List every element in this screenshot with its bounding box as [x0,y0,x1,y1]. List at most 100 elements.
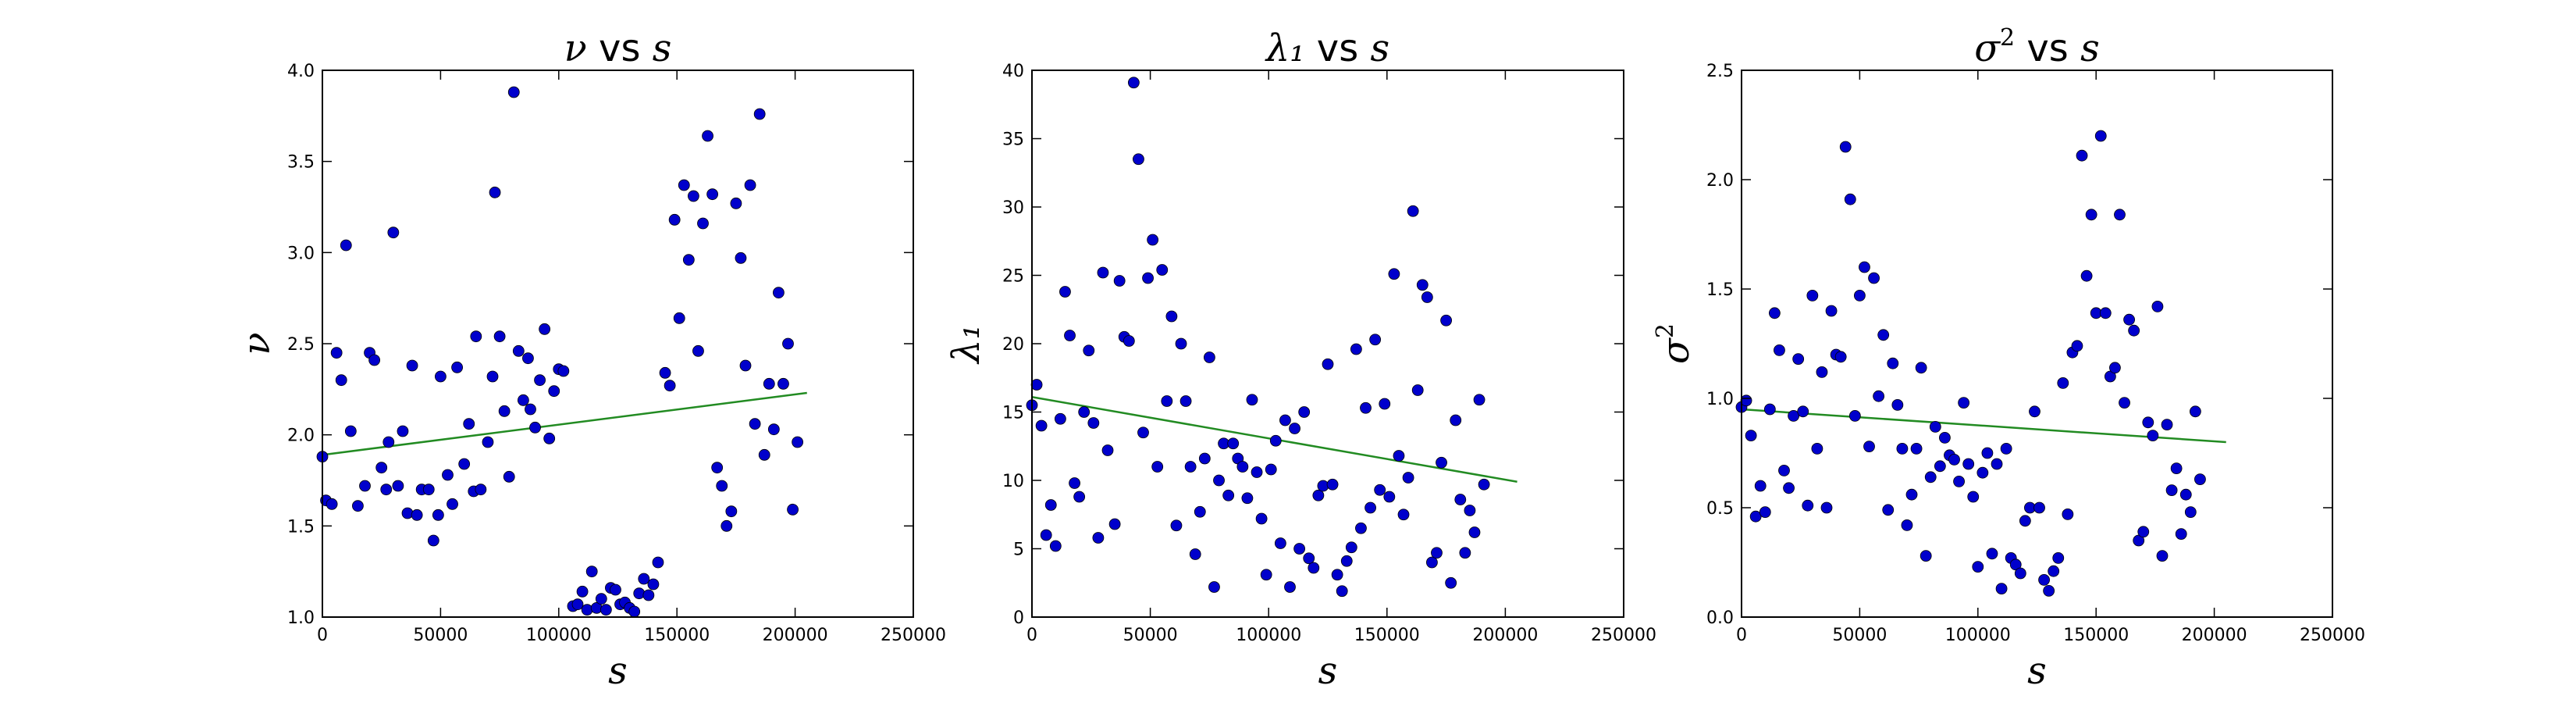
data-point-nu-38 [503,470,515,483]
data-point-nu-84 [725,505,738,518]
data-point-nu-97 [787,503,799,516]
data-point-lambda1-63 [1326,478,1339,491]
y-tick-label-nu-3: 2.5 [287,335,315,355]
data-point-lambda1-23 [1137,426,1149,439]
data-point-sigma2-86 [2142,416,2154,429]
data-point-nu-78 [697,217,709,230]
data-point-sigma2-46 [1953,476,1965,487]
data-point-sigma2-38 [1915,362,1927,374]
data-point-nu-98 [792,436,804,448]
plot-frame-lambda1 [1031,70,1624,618]
y-axis-label-nu: ν [235,332,279,355]
data-point-sigma2-9 [1778,465,1790,476]
data-point-lambda1-24 [1142,272,1154,284]
data-point-nu-73 [673,312,685,324]
data-point-nu-41 [517,394,529,406]
x-tick-label-nu-5: 250000 [881,626,946,645]
y-axis-label-lambda1: λ₁ [945,324,988,365]
data-point-lambda1-28 [1161,395,1173,407]
data-point-lambda1-9 [1069,477,1080,489]
data-point-nu-46 [539,323,551,335]
plot-frame-sigma2 [1741,70,2333,618]
data-point-nu-87 [739,359,752,372]
data-point-lambda1-78 [1397,509,1410,521]
data-point-sigma2-81 [2119,397,2130,409]
data-point-sigma2-29 [1873,390,1885,402]
x-tick-label-lambda1-2: 100000 [1236,626,1301,645]
data-point-sigma2-32 [1887,357,1899,369]
data-point-nu-42 [522,352,534,365]
data-point-nu-64 [628,605,641,618]
y-tick-label-lambda1-4: 20 [1002,335,1024,355]
data-point-sigma2-69 [2062,509,2074,520]
data-point-nu-12 [380,484,393,496]
data-point-lambda1-45 [1241,492,1254,505]
data-point-nu-14 [387,227,400,239]
data-point-lambda1-89 [1450,414,1462,426]
data-point-nu-43 [525,403,536,416]
data-point-nu-11 [375,462,388,474]
data-point-sigma2-36 [1905,488,1918,501]
data-point-sigma2-3 [1749,510,1762,523]
data-point-nu-27 [451,361,463,373]
data-point-nu-81 [711,462,724,474]
data-point-sigma2-34 [1896,443,1909,455]
data-point-sigma2-50 [1972,561,1984,573]
data-point-sigma2-1 [1740,394,1752,407]
data-point-nu-33 [482,436,494,448]
data-point-lambda1-3 [1040,529,1052,541]
data-point-sigma2-48 [1962,458,1975,470]
y-tick-label-lambda1-7: 35 [1002,130,1024,150]
data-point-nu-77 [692,344,704,357]
data-point-lambda1-61 [1317,480,1329,492]
data-point-lambda1-36 [1198,452,1211,465]
data-point-sigma2-8 [1774,344,1785,356]
data-point-sigma2-63 [2033,501,2045,514]
data-point-sigma2-82 [2123,313,2135,326]
data-point-lambda1-4 [1044,499,1057,511]
data-point-lambda1-31 [1175,337,1187,350]
data-point-nu-32 [475,484,487,496]
data-point-nu-80 [706,188,719,201]
data-point-sigma2-39 [1920,550,1932,562]
data-point-sigma2-92 [2170,462,2183,474]
data-point-lambda1-66 [1340,555,1353,567]
y-axis-label-sigma2: σ2 [1652,323,1698,364]
x-tick-label-lambda1-3: 150000 [1354,626,1420,645]
data-point-lambda1-56 [1293,543,1306,555]
data-point-lambda1-79 [1402,472,1414,484]
data-point-lambda1-33 [1184,461,1197,473]
data-point-nu-2 [326,498,338,510]
y-tick-label-sigma2-3: 1.5 [1706,280,1734,300]
data-point-lambda1-10 [1073,491,1086,503]
data-point-nu-52 [571,598,584,611]
data-point-sigma2-6 [1763,403,1776,416]
data-point-sigma2-42 [1934,460,1946,473]
data-point-sigma2-54 [1991,458,2003,470]
data-point-nu-72 [668,213,681,226]
data-point-nu-10 [368,354,381,366]
data-point-nu-75 [682,254,695,266]
data-point-lambda1-1 [1030,379,1043,391]
data-point-nu-54 [581,604,593,616]
data-point-lambda1-20 [1123,335,1135,347]
data-point-lambda1-86 [1436,456,1447,469]
data-point-nu-94 [773,287,785,299]
data-point-sigma2-47 [1958,397,1970,409]
data-point-sigma2-52 [1981,447,1994,459]
data-point-sigma2-60 [2019,515,2031,527]
data-point-sigma2-83 [2128,324,2140,337]
y-tick-label-lambda1-5: 25 [1002,267,1024,287]
data-point-lambda1-64 [1331,569,1343,581]
data-point-lambda1-95 [1478,478,1490,491]
data-point-sigma2-72 [2076,149,2088,162]
data-point-lambda1-62 [1322,358,1334,370]
y-tick-label-lambda1-2: 10 [1002,472,1024,491]
data-point-sigma2-7 [1768,307,1781,319]
data-point-nu-36 [493,330,506,343]
data-point-nu-67 [642,589,655,601]
data-point-nu-18 [406,359,418,372]
data-point-sigma2-93 [2175,528,2187,540]
data-point-sigma2-12 [1792,353,1805,366]
data-point-nu-37 [498,405,511,417]
